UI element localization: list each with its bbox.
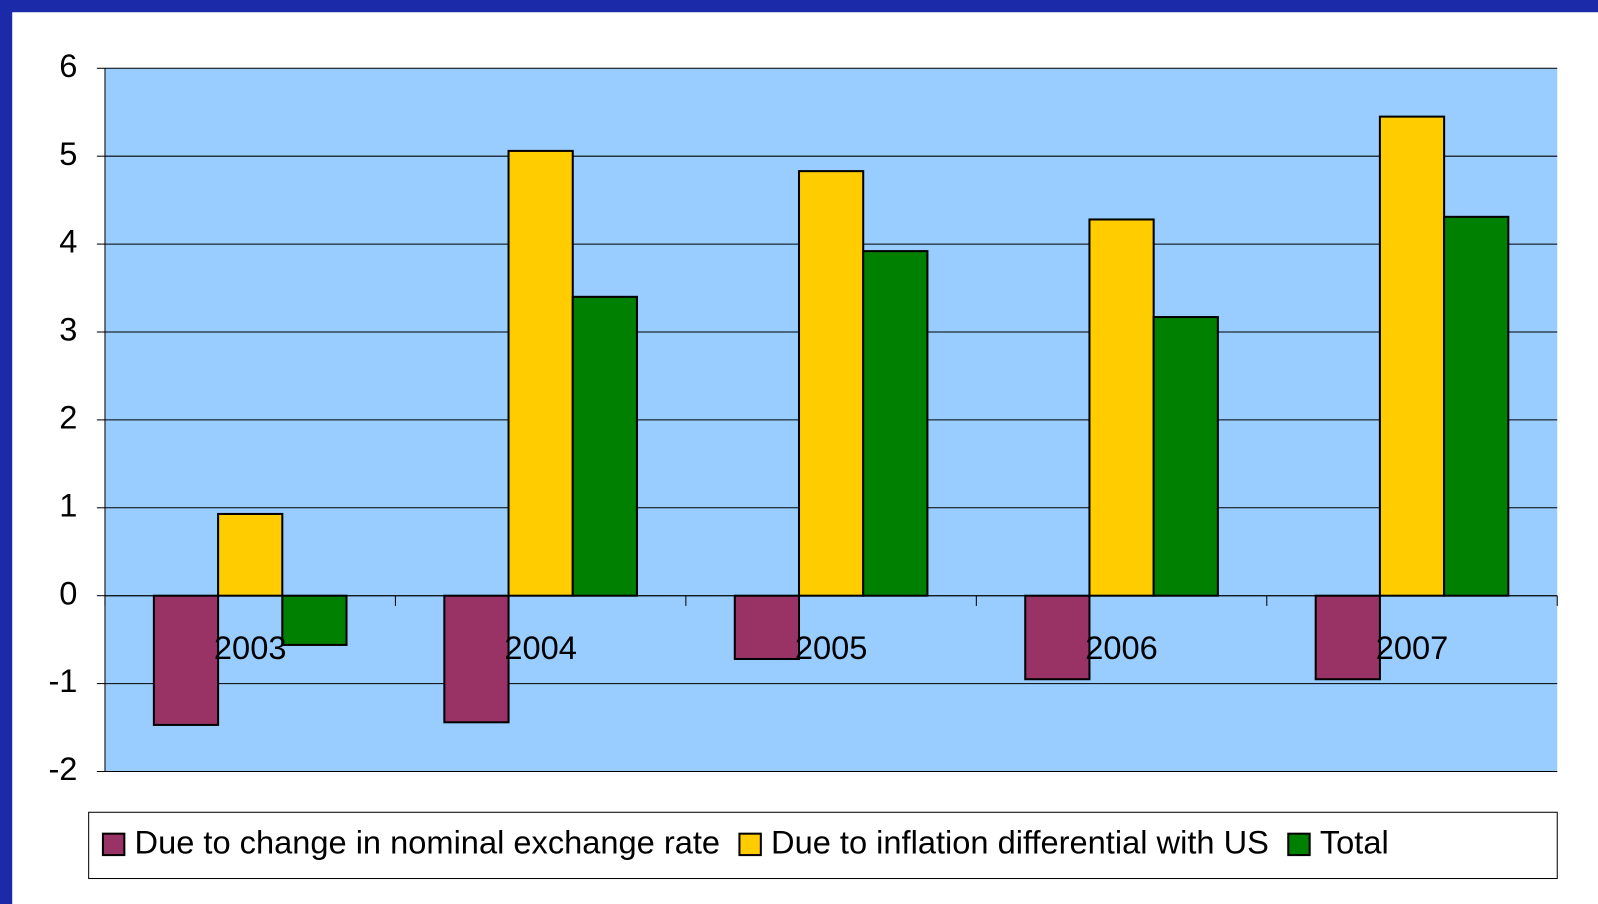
bar — [733, 594, 801, 661]
y-tick-label: -2 — [48, 750, 77, 787]
bar — [1443, 215, 1510, 597]
bar — [1314, 594, 1381, 681]
y-tick-label: 4 — [59, 223, 77, 260]
x-tick-label: 2004 — [504, 629, 577, 666]
bar — [217, 512, 284, 597]
bar — [443, 594, 510, 724]
x-tick-label: 2003 — [214, 629, 287, 666]
y-tick-label: 0 — [59, 574, 77, 611]
x-tick-label: 2007 — [1376, 629, 1449, 666]
bar — [797, 170, 865, 597]
bar — [571, 295, 638, 597]
legend-swatch — [1287, 832, 1311, 857]
bar — [1024, 594, 1091, 681]
legend-swatch — [738, 832, 762, 857]
y-tick-label: -1 — [48, 662, 77, 699]
bar — [507, 149, 574, 597]
bar — [1378, 115, 1446, 597]
bar — [862, 250, 929, 597]
legend-label: Due to change in nominal exchange rate — [135, 823, 721, 860]
bar — [1152, 316, 1219, 597]
y-tick-label: 1 — [59, 486, 77, 523]
y-tick-label: 3 — [59, 311, 77, 348]
legend-label: Due to inflation differential with US — [771, 823, 1269, 860]
legend-swatch — [101, 832, 126, 857]
y-tick-label: 6 — [59, 47, 77, 84]
x-tick-label: 2006 — [1085, 629, 1158, 666]
bar — [281, 594, 348, 646]
y-tick-label: 2 — [59, 399, 77, 436]
bar — [152, 594, 220, 726]
legend-label: Total — [1320, 823, 1389, 860]
y-tick-label: 5 — [59, 135, 77, 172]
x-tick-label: 2005 — [795, 629, 868, 666]
legend — [88, 811, 1558, 880]
bar — [1088, 218, 1155, 597]
